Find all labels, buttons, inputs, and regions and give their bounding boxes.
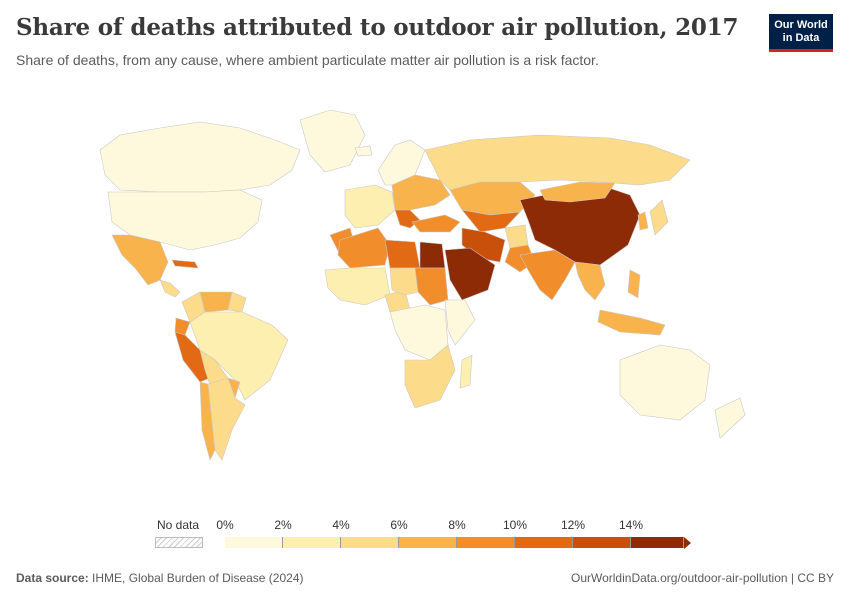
legend-bin: [457, 537, 515, 548]
region-mongolia[interactable]: [539, 181, 616, 203]
legend-tick: 12%: [560, 518, 586, 532]
region-australia[interactable]: [619, 344, 711, 421]
legend-bin: [225, 537, 283, 548]
region-central-asia[interactable]: [461, 209, 521, 233]
legend: No data 0% 2% 4% 6% 8% 10% 12% 14%: [150, 515, 710, 555]
logo-line-1: Our World: [774, 19, 828, 31]
no-data-label: No data: [157, 518, 200, 532]
legend-bin: [283, 537, 341, 548]
region-mexico[interactable]: [111, 234, 169, 286]
region-chad[interactable]: [389, 267, 419, 296]
legend-bin: [631, 537, 684, 548]
legend-tick: 4%: [332, 518, 350, 532]
region-southeast-asia[interactable]: [574, 261, 606, 301]
region-argentina[interactable]: [207, 377, 246, 461]
region-new-zealand[interactable]: [714, 397, 746, 439]
region-brazil[interactable]: [189, 311, 289, 401]
region-western-europe[interactable]: [344, 184, 396, 229]
chart-subtitle: Share of deaths, from any cause, where a…: [16, 52, 599, 68]
region-greenland[interactable]: [299, 109, 366, 173]
legend-tick: 6%: [390, 518, 408, 532]
legend-tick: 8%: [448, 518, 466, 532]
legend-tick: 2%: [274, 518, 292, 532]
region-philippines[interactable]: [627, 269, 641, 299]
region-west-africa[interactable]: [324, 267, 391, 306]
region-cuba[interactable]: [171, 259, 199, 269]
region-east-africa[interactable]: [444, 299, 476, 346]
legend-bin: [515, 537, 573, 548]
region-afghanistan[interactable]: [504, 224, 529, 249]
legend-bin: [341, 537, 399, 548]
legend-arrow: [684, 537, 691, 549]
data-source-label: Data source:: [16, 571, 89, 585]
region-madagascar[interactable]: [459, 354, 473, 389]
world-map: [99, 109, 746, 461]
region-libya[interactable]: [384, 239, 421, 269]
region-sudan[interactable]: [414, 267, 449, 306]
region-korea[interactable]: [637, 211, 649, 231]
region-india[interactable]: [519, 249, 576, 301]
legend-tick: 10%: [502, 518, 528, 532]
region-egypt[interactable]: [419, 241, 446, 269]
legend-bin: [573, 537, 631, 548]
region-central-america[interactable]: [159, 279, 181, 298]
source-url-link[interactable]: OurWorldinData.org/outdoor-air-pollution…: [570, 571, 834, 585]
logo-line-2: in Data: [782, 32, 820, 44]
region-central-africa[interactable]: [389, 304, 449, 361]
region-canada[interactable]: [99, 121, 301, 193]
legend-tick: 0%: [216, 518, 234, 532]
legend-tick: 14%: [618, 518, 644, 532]
region-indonesia[interactable]: [597, 309, 666, 336]
legend-bin: [399, 537, 457, 548]
region-iceland[interactable]: [354, 145, 373, 157]
region-chile[interactable]: [199, 381, 216, 461]
region-japan[interactable]: [649, 199, 669, 236]
no-data-swatch: [155, 537, 203, 548]
region-scandinavia[interactable]: [377, 139, 426, 186]
region-russia[interactable]: [424, 134, 691, 191]
region-turkey[interactable]: [411, 214, 461, 233]
region-saudi-arabia[interactable]: [444, 247, 496, 301]
region-southern-africa[interactable]: [404, 344, 456, 409]
region-venezuela[interactable]: [199, 291, 233, 313]
data-source: Data source: IHME, Global Burden of Dise…: [16, 571, 303, 585]
data-source-text: IHME, Global Burden of Disease (2024): [92, 571, 304, 585]
region-algeria[interactable]: [337, 227, 391, 269]
owid-logo[interactable]: Our World in Data: [769, 14, 833, 52]
chart-title: Share of deaths attributed to outdoor ai…: [16, 14, 739, 41]
